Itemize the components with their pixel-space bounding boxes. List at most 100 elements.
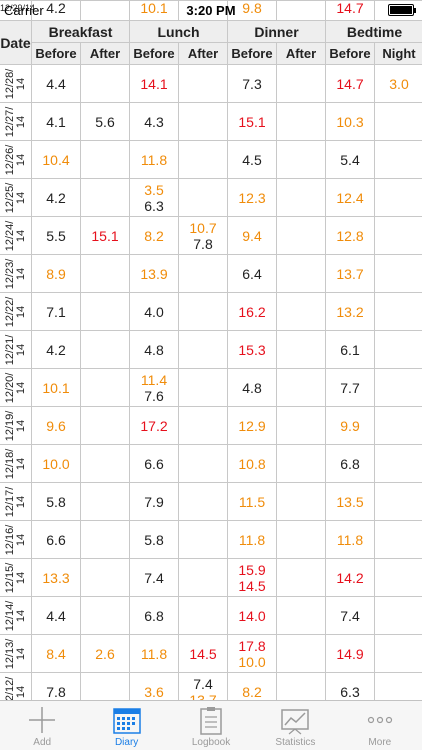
table-row[interactable]: 12/20/ 14 10.1 11.4 7.6 4.8 7.7 [0,368,422,407]
reading-cell[interactable]: 7.1 [31,292,81,331]
reading-cell[interactable] [80,672,130,700]
reading-cell[interactable] [276,64,326,103]
reading-cell[interactable]: 4.2 [31,330,81,369]
tab-statistics[interactable]: Statistics [253,701,337,750]
reading-cell[interactable] [80,520,130,559]
reading-cell[interactable]: 2.6 [80,634,130,673]
reading-cell[interactable]: 10.1 [129,0,179,21]
table-row[interactable]: 12/14/ 14 4.4 6.8 14.0 7.4 [0,596,422,635]
reading-cell[interactable] [178,0,228,21]
reading-cell[interactable]: 10.0 [31,444,81,483]
reading-cell[interactable]: 9.4 [227,216,277,255]
reading-cell[interactable]: 3.6 [129,672,179,700]
tab-diary[interactable]: Diary [84,701,168,750]
table-row[interactable]: 12/22/ 14 7.1 4.0 16.2 13.2 [0,292,422,331]
reading-cell[interactable]: 5.8 [129,520,179,559]
table-row[interactable]: 12/18/ 14 10.0 6.6 10.8 6.8 [0,444,422,483]
reading-cell[interactable] [178,102,228,141]
reading-cell[interactable]: 4.2 [31,178,81,217]
reading-cell[interactable] [178,482,228,521]
reading-cell[interactable]: 3.5 6.3 [129,178,179,217]
reading-cell[interactable]: 8.2 [129,216,179,255]
reading-cell[interactable]: 13.7 [325,254,375,293]
reading-cell[interactable] [80,140,130,179]
table-row[interactable]: 12/16/ 14 6.6 5.8 11.8 11.8 [0,520,422,559]
reading-cell[interactable]: 14.7 [325,64,375,103]
reading-cell[interactable] [374,0,422,21]
reading-cell[interactable]: 4.4 [31,64,81,103]
reading-cell[interactable]: 14.7 [325,0,375,21]
reading-cell[interactable]: 10.7 7.8 [178,216,228,255]
reading-cell[interactable]: 8.4 [31,634,81,673]
reading-cell[interactable] [178,558,228,597]
reading-cell[interactable] [374,558,422,597]
reading-cell[interactable]: 6.1 [325,330,375,369]
reading-cell[interactable] [276,292,326,331]
reading-cell[interactable]: 9.8 [227,0,277,21]
reading-cell[interactable]: 7.3 [227,64,277,103]
reading-cell[interactable] [178,64,228,103]
tab-add[interactable]: Add [0,701,84,750]
reading-cell[interactable] [276,216,326,255]
reading-cell[interactable]: 12.3 [227,178,277,217]
reading-cell[interactable]: 6.6 [31,520,81,559]
reading-cell[interactable] [276,596,326,635]
reading-cell[interactable]: 15.1 [227,102,277,141]
reading-cell[interactable] [80,368,130,407]
reading-cell[interactable]: 4.0 [129,292,179,331]
table-row[interactable]: 12/24/ 14 5.5 15.1 8.2 10.7 7.8 9.4 12.8 [0,216,422,255]
reading-cell[interactable]: 8.9 [31,254,81,293]
reading-cell[interactable] [276,520,326,559]
reading-cell[interactable] [276,406,326,445]
reading-cell[interactable] [374,406,422,445]
reading-cell[interactable]: 11.8 [227,520,277,559]
reading-cell[interactable] [374,292,422,331]
reading-cell[interactable]: 7.4 [325,596,375,635]
reading-cell[interactable] [276,368,326,407]
reading-cell[interactable] [178,520,228,559]
reading-cell[interactable] [276,558,326,597]
reading-cell[interactable]: 14.5 [178,634,228,673]
reading-cell[interactable]: 6.3 [325,672,375,700]
reading-cell[interactable]: 13.2 [325,292,375,331]
reading-cell[interactable]: 6.4 [227,254,277,293]
reading-cell[interactable]: 11.8 [129,634,179,673]
reading-cell[interactable]: 14.9 [325,634,375,673]
reading-cell[interactable] [80,254,130,293]
reading-cell[interactable]: 13.5 [325,482,375,521]
reading-cell[interactable] [178,254,228,293]
reading-cell[interactable] [80,0,130,21]
reading-cell[interactable]: 14.0 [227,596,277,635]
reading-cell[interactable] [374,140,422,179]
reading-cell[interactable]: 12.4 [325,178,375,217]
table-row-partial[interactable]: 12/29/14 4.2 10.1 9.8 14.7 [0,0,422,21]
reading-cell[interactable] [80,596,130,635]
reading-cell[interactable] [374,216,422,255]
reading-cell[interactable]: 11.8 [129,140,179,179]
reading-cell[interactable] [374,520,422,559]
reading-cell[interactable] [374,368,422,407]
reading-cell[interactable]: 13.9 [129,254,179,293]
reading-cell[interactable]: 12.9 [227,406,277,445]
reading-cell[interactable] [178,596,228,635]
reading-cell[interactable]: 7.9 [129,482,179,521]
reading-cell[interactable]: 3.0 [374,64,422,103]
reading-cell[interactable] [178,444,228,483]
reading-cell[interactable]: 15.9 14.5 [227,558,277,597]
reading-cell[interactable] [80,292,130,331]
reading-cell[interactable]: 14.1 [129,64,179,103]
table-row[interactable]: 12/19/ 14 9.6 17.2 12.9 9.9 [0,406,422,445]
reading-cell[interactable] [276,634,326,673]
reading-cell[interactable]: 5.5 [31,216,81,255]
reading-cell[interactable] [178,140,228,179]
reading-cell[interactable]: 5.8 [31,482,81,521]
reading-cell[interactable] [276,672,326,700]
reading-cell[interactable]: 16.2 [227,292,277,331]
reading-cell[interactable] [374,254,422,293]
reading-cell[interactable]: 10.1 [31,368,81,407]
reading-cell[interactable]: 17.8 10.0 [227,634,277,673]
tab-logbook[interactable]: Logbook [169,701,253,750]
reading-cell[interactable] [276,102,326,141]
table-row[interactable]: 12/13/ 14 8.4 2.6 11.8 14.5 17.8 10.0 14.9 [0,634,422,673]
reading-cell[interactable] [80,482,130,521]
